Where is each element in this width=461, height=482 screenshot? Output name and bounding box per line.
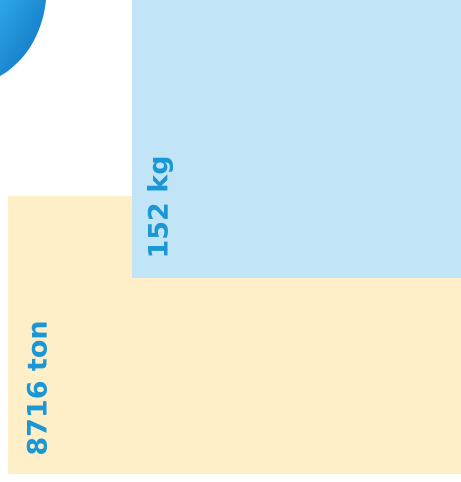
yellow-label: 8716 ton <box>23 320 54 455</box>
blue-blob <box>0 0 46 76</box>
blue-area <box>132 0 461 278</box>
page: 152 kg 8716 ton (() => { const data = JS… <box>0 0 461 482</box>
blue-label: 152 kg <box>144 155 175 258</box>
infographic: 152 kg 8716 ton <box>0 0 461 482</box>
